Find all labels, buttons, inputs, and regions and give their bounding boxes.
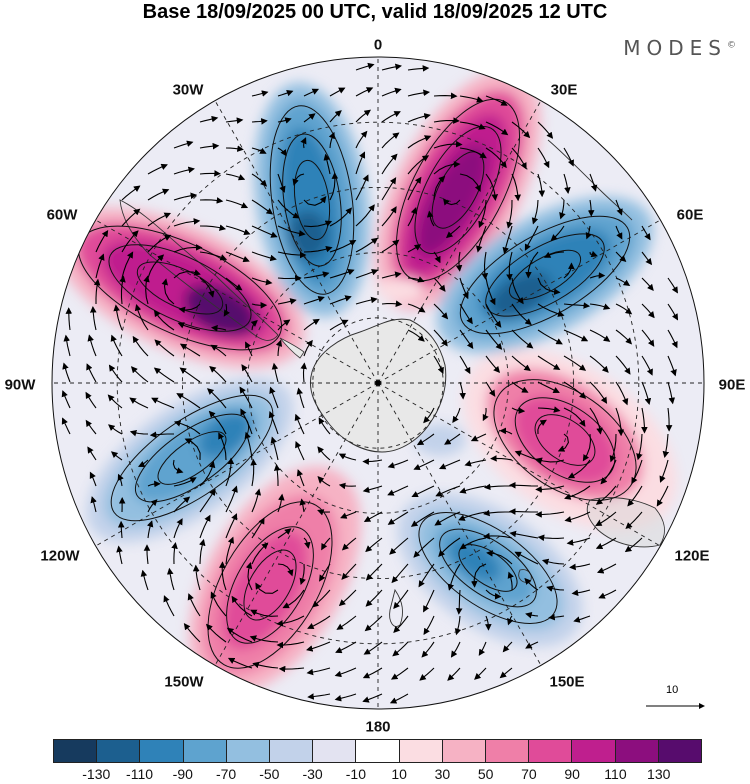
colorbar-swatch <box>97 740 140 762</box>
wind-vector <box>510 511 538 512</box>
label-lon-120w: 120W <box>40 548 79 565</box>
colorbar-swatch <box>529 740 572 762</box>
colorbar <box>53 739 702 763</box>
colorbar-tick-label: -50 <box>259 766 279 782</box>
colorbar-tick-label: -70 <box>216 766 236 782</box>
label-lon-90w: 90W <box>5 377 36 394</box>
colorbar-swatch <box>616 740 659 762</box>
colorbar-swatch <box>227 740 270 762</box>
label-lon-120e: 120E <box>674 548 709 565</box>
colorbar-swatch <box>572 740 615 762</box>
label-lon-60w: 60W <box>47 207 78 224</box>
colorbar-tick-label: -110 <box>126 766 153 782</box>
label-lon-60e: 60E <box>677 207 704 224</box>
colorbar-tick-label: -130 <box>82 766 110 782</box>
reference-vector: 10 <box>644 684 710 714</box>
colorbar-ticks: -130 -110 -90 -70 -50 -30 -10 10 30 50 70 90 110 130 <box>0 766 750 784</box>
wind-vector <box>278 278 301 279</box>
colorbar-swatch <box>486 740 529 762</box>
colorbar-swatch <box>400 740 443 762</box>
label-lon-150e: 150E <box>549 674 584 691</box>
colorbar-tick-label: 90 <box>564 766 580 782</box>
colorbar-tick-label: 110 <box>604 766 626 782</box>
wind-vector <box>434 96 456 97</box>
label-lon-30w: 30W <box>173 82 204 99</box>
colorbar-swatch <box>659 740 701 762</box>
colorbar-tick-label: 70 <box>521 766 537 782</box>
colorbar-tick-label: 30 <box>435 766 451 782</box>
field-layer <box>31 44 709 722</box>
label-lon-0: 0 <box>374 37 382 54</box>
colorbar-tick-label: 130 <box>647 766 670 782</box>
colorbar-swatch <box>270 740 313 762</box>
label-lon-180: 180 <box>365 719 390 736</box>
colorbar-swatch <box>313 740 356 762</box>
colorbar-tick-label: 50 <box>478 766 494 782</box>
colorbar-swatch <box>356 740 399 762</box>
colorbar-swatch <box>140 740 183 762</box>
colorbar-swatch <box>443 740 486 762</box>
colorbar-tick-label: -30 <box>302 766 322 782</box>
label-lon-30e: 30E <box>551 82 578 99</box>
colorbar-tick-label: -90 <box>173 766 193 782</box>
wind-vector <box>200 173 220 174</box>
label-lon-90e: 90E <box>719 377 746 394</box>
colorbar-tick-label: 10 <box>391 766 407 782</box>
label-lon-150w: 150W <box>164 674 203 691</box>
colorbar-swatch <box>184 740 227 762</box>
colorbar-swatch <box>54 740 97 762</box>
colorbar-tick-label: -10 <box>346 766 366 782</box>
